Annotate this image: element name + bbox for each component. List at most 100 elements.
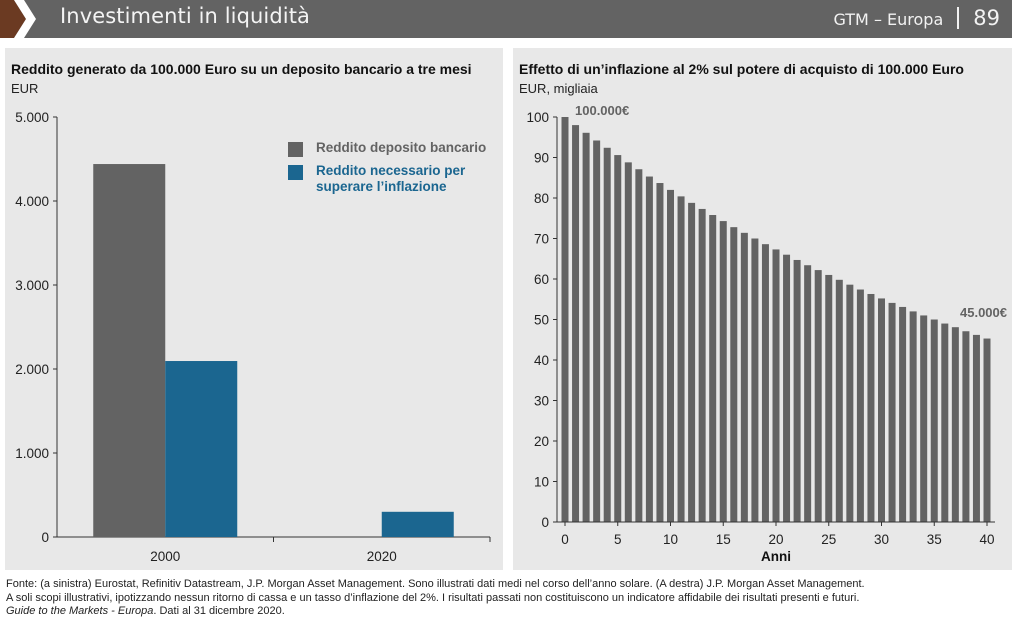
legend-item-deposit: Reddito deposito bancario [288,140,516,157]
bar-year-0 [561,117,569,522]
right-chart-svg: 0 10 20 30 40 50 60 70 80 90 100 0 5 10 15 20 25 30 35 40 An… [526,103,1007,564]
annotation-start-value: 100.000€ [575,103,629,118]
page-number: 89 [973,6,1000,30]
left-chart-svg: 0 1.000 2.000 3.000 4.000 5.000 2000 2020 [15,110,491,564]
bar-year-3 [593,140,601,522]
y-tick-label: 1.000 [15,446,49,461]
legend-label-inflation: Reddito necessario per superare l’inflaz… [316,163,466,194]
bar-year-31 [888,302,896,522]
bar-year-12 [688,202,696,523]
y-tick-label: 0 [541,515,549,530]
right-chart-unit: EUR, migliaia [519,81,598,96]
y-tick-label: 70 [534,232,549,247]
y-tick-label: 100 [526,110,549,125]
bar-year-20 [772,249,780,522]
legend-label-deposit: Reddito deposito bancario [316,140,487,155]
footnote-italic: Guide to the Markets - Europa [6,605,154,617]
y-tick-label: 5.000 [15,110,49,125]
bar-year-23 [804,265,812,522]
y-tick-label: 60 [534,272,549,287]
header-right: GTM – Europa 89 [833,6,1000,30]
bar-year-38 [962,331,970,522]
bar-year-37 [951,327,959,522]
bar-year-24 [814,270,822,522]
bar-year-28 [856,289,864,522]
legend-item-inflation: Reddito necessario per superare l’inflaz… [288,163,516,195]
x-tick-label: 20 [768,532,783,547]
x-tick-label: 10 [663,532,678,547]
y-tick-label: 80 [534,191,549,206]
bar-year-17 [740,232,748,522]
bar-year-1 [572,125,580,522]
y-tick-label: 40 [534,353,549,368]
white-chevron [14,0,36,38]
y-tick-label: 2.000 [15,362,49,377]
bar-year-16 [730,227,738,522]
footnote: Fonte: (a sinistra) Eurostat, Refinitiv … [6,578,866,619]
bar-year-13 [698,208,706,522]
bar-year-6 [624,162,632,523]
x-tick-label: 2020 [367,549,397,564]
y-tick-label: 3.000 [15,278,49,293]
bar-year-19 [761,244,769,523]
left-chart-panel: Reddito generato da 100.000 Euro su un d… [5,48,503,570]
bar-year-5 [614,155,622,522]
y-tick-label: 20 [534,434,549,449]
bar-year-14 [709,215,717,522]
right-chart-panel: Effetto di un’inflazione al 2% sul poter… [513,48,1012,570]
footnote-date: . Dati al 31 dicembre 2020. [153,605,285,617]
y-tick-label: 50 [534,313,549,328]
bar-2020-series-1 [381,511,454,537]
x-tick-label: 35 [927,532,942,547]
bar-year-9 [656,183,664,522]
x-tick-label: 25 [821,532,836,547]
legend-swatch-blue [288,165,303,180]
legend-swatch-gray [288,142,303,157]
bar-2000-series-1 [165,361,238,537]
bar-year-29 [867,293,875,522]
bar-year-39 [972,334,980,522]
footnote-text: Fonte: (a sinistra) Eurostat, Refinitiv … [6,578,865,604]
x-tick-label: 30 [874,532,889,547]
y-tick-label: 0 [41,530,49,545]
bar-year-22 [793,259,801,522]
right-chart-title: Effetto di un’inflazione al 2% sul poter… [519,61,964,77]
deck-name: GTM – Europa [833,10,944,29]
header-chevron-icon [0,0,36,38]
bar-year-15 [719,221,727,522]
y-tick-label: 4.000 [15,194,49,209]
x-tick-label: 5 [614,532,622,547]
bar-year-36 [941,323,949,522]
bar-year-18 [751,238,759,522]
y-tick-label: 90 [534,151,549,166]
x-tick-label: 2000 [150,549,180,564]
x-tick-label: 0 [561,532,569,547]
bar-2000-series-0 [93,164,166,537]
bar-year-2 [582,132,590,523]
bar-year-26 [835,279,843,522]
bar-year-40 [983,338,991,522]
left-chart-unit: EUR [11,81,39,96]
bar-year-11 [677,196,685,522]
left-chart-legend: Reddito deposito bancario Reddito necess… [288,140,516,201]
bar-year-33 [909,311,917,522]
bar-year-7 [635,169,643,522]
bar-year-25 [825,274,833,522]
bar-year-21 [783,254,791,522]
bar-year-4 [603,147,611,522]
left-chart-title: Reddito generato da 100.000 Euro su un d… [11,61,472,77]
annotation-end-value: 45.000€ [960,305,1007,320]
x-axis-title: Anni [761,549,791,564]
x-tick-label: 40 [979,532,994,547]
header-separator [957,7,960,29]
bar-year-35 [930,319,938,522]
bar-year-27 [846,284,854,522]
bar-year-34 [920,315,928,522]
y-tick-label: 30 [534,394,549,409]
bar-year-32 [899,306,907,522]
bar-year-30 [878,298,885,522]
page-title: Investimenti in liquidità [60,4,311,28]
y-tick-label: 10 [534,475,549,490]
brown-chevron [0,0,26,38]
page-header: Investimenti in liquidità GTM – Europa 8… [0,0,1012,38]
